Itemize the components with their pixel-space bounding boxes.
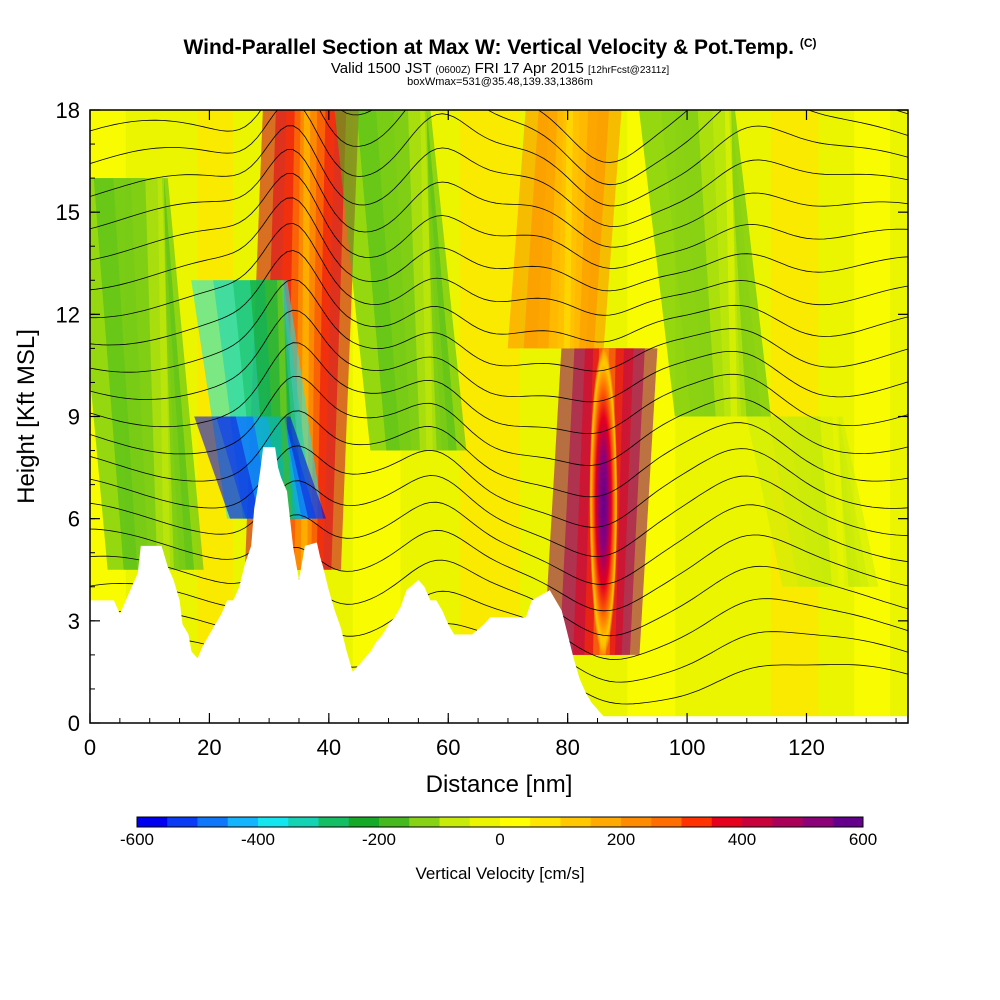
theta-contour — [90, 172, 908, 269]
chart-subtitle: Valid 1500 JST (0600Z) FRI 17 Apr 2015 [… — [0, 60, 1000, 77]
x-tick-label: 120 — [788, 735, 825, 760]
colorbar-swatch — [651, 817, 682, 827]
terrain-profile — [90, 447, 908, 723]
theta-contour — [90, 445, 908, 528]
theta-contour — [90, 197, 908, 292]
theta-contour — [90, 110, 908, 186]
theta-contour — [90, 529, 908, 612]
colorbar-frame — [136, 816, 864, 828]
theta-contour — [90, 501, 908, 585]
y-tick-label: 0 — [68, 711, 80, 736]
colorbar-swatch — [621, 817, 652, 827]
x-tick-label: 80 — [555, 735, 579, 760]
theta-contour — [90, 125, 908, 228]
y-tick-label: 12 — [56, 302, 80, 327]
x-axis-label: Distance [nm] — [426, 771, 573, 798]
colorbar-swatch — [742, 817, 773, 827]
colorbar-tick-label: -400 — [241, 830, 275, 849]
updraft-region — [563, 110, 574, 349]
downdraft-region — [280, 416, 293, 519]
y-tick-label: 18 — [56, 98, 80, 123]
colorbar-swatch — [167, 817, 198, 827]
colorbar-swatch — [802, 817, 834, 827]
theta-contour — [90, 278, 908, 373]
terrain — [90, 447, 908, 723]
colorbar-swatch — [500, 817, 531, 827]
downdraft-region — [157, 178, 171, 570]
colorbar-swatch — [590, 817, 622, 827]
valid-time: Valid 1500 JST — [330, 60, 432, 77]
colorbar-swatch — [379, 817, 410, 827]
colorbar-swatch — [137, 817, 168, 827]
theta-contour — [90, 375, 908, 466]
colorbar-tick-label: 600 — [849, 830, 877, 849]
theta-contour — [90, 250, 908, 346]
theta-contour — [90, 222, 908, 319]
colorbar-swatch — [530, 817, 561, 827]
max-updraft-core — [589, 348, 618, 655]
colorbar-tick-label: -600 — [120, 830, 154, 849]
colorbar-tick-label: 400 — [728, 830, 756, 849]
box-info: boxWmax=531@35.48,139.33,1386m — [407, 76, 593, 88]
theta-contour — [90, 475, 908, 557]
x-tick-label: 0 — [84, 735, 96, 760]
forecast-info: [12hrFcst@2311z] — [587, 65, 670, 76]
downdraft-region — [724, 110, 738, 417]
y-tick-label: 3 — [68, 609, 80, 634]
colorbar-swatch — [318, 817, 350, 827]
colorbar-swatch — [439, 817, 471, 827]
colorbar-swatch — [409, 817, 440, 827]
colorbar-swatch — [711, 817, 743, 827]
x-tick-label: 60 — [436, 735, 460, 760]
theta-contour — [90, 309, 908, 403]
theta-contour — [90, 342, 908, 435]
valid-date: FRI 17 Apr 2015 — [474, 60, 584, 77]
colorbar-swatch — [560, 817, 592, 827]
y-tick-label: 6 — [68, 507, 80, 532]
colorbar-swatch — [197, 817, 229, 827]
colorbar-label: Vertical Velocity [cm/s] — [415, 864, 585, 883]
theta-contour — [90, 149, 908, 248]
colorbar-swatch — [772, 817, 803, 827]
colorbar-swatch — [832, 817, 864, 827]
colorbar-tick-label: 200 — [607, 830, 635, 849]
axes: 0 20 40 60 80 100 120 0 3 6 9 12 15 18 Distance [nm] He… — [13, 98, 908, 798]
potential-temperature-contours — [90, 110, 908, 705]
x-tick-label: 40 — [317, 735, 341, 760]
colorbar-swatch — [681, 817, 713, 827]
valid-utc: (0600Z) — [435, 65, 471, 76]
chart-title: Wind-Parallel Section at Max W: Vertical… — [183, 36, 817, 59]
colorbar-swatch — [288, 817, 319, 827]
colorbar-swatch — [348, 817, 380, 827]
x-tick-label: 100 — [669, 735, 706, 760]
copyright-mark: (C) — [799, 36, 817, 50]
x-tick-label: 20 — [197, 735, 221, 760]
colorbar-swatch — [469, 817, 501, 827]
y-tick-label: 9 — [68, 405, 80, 430]
colorbar: -600 -400 -200 0 200 400 600 — [120, 816, 877, 849]
theta-contour — [90, 110, 908, 207]
y-tick-label: 15 — [56, 200, 80, 225]
theta-contour — [90, 410, 908, 498]
y-axis-label: Height [Kft MSL] — [13, 329, 40, 504]
colorbar-swatch — [227, 817, 259, 827]
field-band — [854, 110, 891, 723]
colorbar-tick-label: -200 — [362, 830, 396, 849]
colorbar-swatch — [258, 817, 289, 827]
colorbar-tick-label: 0 — [495, 830, 504, 849]
